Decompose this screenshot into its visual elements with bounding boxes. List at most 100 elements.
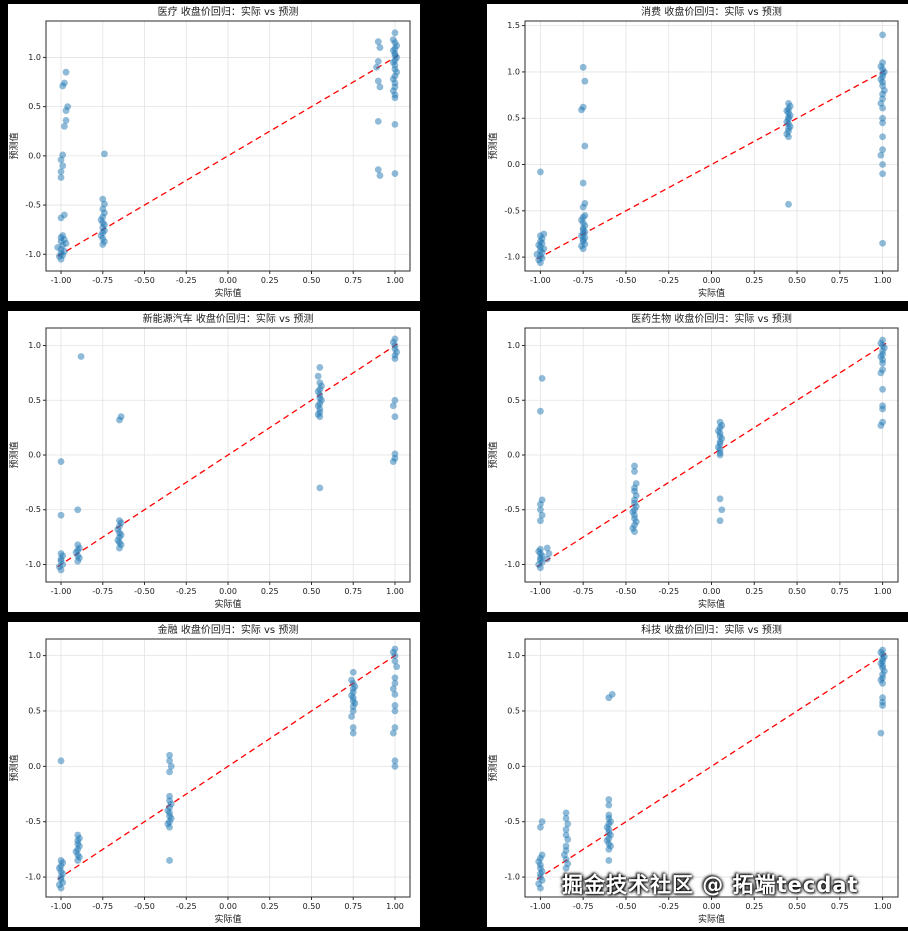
svg-text:1.5: 1.5 [507,21,520,30]
svg-text:医药生物 收盘价回归：实际 vs 预测: 医药生物 收盘价回归：实际 vs 预测 [631,312,792,325]
svg-text:-1.00: -1.00 [530,276,551,285]
scatter-chart-medical: -1.00 -0.75 -0.50 -0.25 0.00 0.25 0.50 0.75 1.00… [8,5,411,299]
svg-text:预测值: 预测值 [8,132,20,159]
svg-text:-1.00: -1.00 [51,902,72,911]
svg-text:0.5: 0.5 [28,396,41,405]
svg-text:-1.00: -1.00 [530,587,551,596]
svg-text:0.50: 0.50 [788,276,806,285]
svg-text:-0.5: -0.5 [25,817,41,826]
svg-text:-1.0: -1.0 [25,250,41,259]
watermark: 掘金技术社区 @ 拓端tecdat [562,873,859,897]
svg-text:0.75: 0.75 [831,902,849,911]
svg-text:医疗 收盘价回归：实际 vs 预测: 医疗 收盘价回归：实际 vs 预测 [158,5,299,18]
svg-text:0.25: 0.25 [261,276,279,285]
svg-text:0.0: 0.0 [507,451,520,460]
svg-text:1.0: 1.0 [28,341,41,350]
svg-text:0.5: 0.5 [28,102,41,111]
svg-text:实际值: 实际值 [698,287,725,299]
svg-text:0.00: 0.00 [703,902,721,911]
svg-text:-0.25: -0.25 [658,587,679,596]
svg-text:0.00: 0.00 [219,902,237,911]
svg-text:0.50: 0.50 [303,902,321,911]
svg-text:1.00: 1.00 [386,587,404,596]
svg-text:0.25: 0.25 [261,587,279,596]
svg-text:0.5: 0.5 [507,706,520,715]
svg-text:1.00: 1.00 [874,276,892,285]
svg-text:-0.50: -0.50 [134,276,155,285]
svg-text:新能源汽车 收盘价回归：实际 vs 预测: 新能源汽车 收盘价回归：实际 vs 预测 [143,312,314,325]
svg-text:0.75: 0.75 [344,276,362,285]
chart-panel-new-energy-vehicle: -1.00 -0.75 -0.50 -0.25 0.00 0.25 0.50 0.75 1.00… [8,311,420,612]
svg-text:-0.50: -0.50 [616,276,637,285]
svg-text:-0.50: -0.50 [134,587,155,596]
svg-text:-0.25: -0.25 [176,276,197,285]
svg-text:0.0: 0.0 [28,762,41,771]
svg-text:-0.50: -0.50 [616,587,637,596]
chart-panel-pharma-biology: -1.00 -0.75 -0.50 -0.25 0.00 0.25 0.50 0.75 1.00… [487,311,908,612]
svg-text:-0.75: -0.75 [573,902,594,911]
svg-text:-0.25: -0.25 [176,587,197,596]
svg-text:-0.25: -0.25 [176,902,197,911]
svg-text:0.00: 0.00 [703,276,721,285]
chart-panel-technology: -1.00 -0.75 -0.50 -0.25 0.00 0.25 0.50 0.75 1.00… [487,622,908,927]
svg-text:0.25: 0.25 [261,902,279,911]
svg-text:预测值: 预测值 [487,441,499,468]
svg-text:-1.0: -1.0 [25,560,41,569]
svg-text:0.25: 0.25 [745,902,763,911]
svg-text:-0.5: -0.5 [25,505,41,514]
svg-text:0.00: 0.00 [219,276,237,285]
svg-text:-0.25: -0.25 [658,276,679,285]
svg-text:0.25: 0.25 [745,276,763,285]
svg-text:0.0: 0.0 [507,762,520,771]
svg-text:0.5: 0.5 [507,114,520,123]
svg-text:-1.0: -1.0 [504,873,520,882]
svg-text:实际值: 实际值 [214,598,241,610]
scatter-chart-pharma-biology: -1.00 -0.75 -0.50 -0.25 0.00 0.25 0.50 0.75 1.00… [487,312,899,610]
svg-text:预测值: 预测值 [8,754,20,781]
svg-text:-1.0: -1.0 [25,873,41,882]
svg-text:-1.00: -1.00 [51,276,72,285]
svg-text:实际值: 实际值 [214,913,241,925]
svg-text:1.0: 1.0 [28,53,41,62]
svg-text:实际值: 实际值 [698,598,725,610]
svg-text:0.25: 0.25 [745,587,763,596]
svg-text:-0.50: -0.50 [134,902,155,911]
svg-text:-0.5: -0.5 [504,817,520,826]
scatter-chart-technology: -1.00 -0.75 -0.50 -0.25 0.00 0.25 0.50 0.75 1.00… [487,623,899,925]
svg-text:预测值: 预测值 [8,441,20,468]
svg-text:-0.25: -0.25 [658,902,679,911]
svg-text:1.00: 1.00 [386,902,404,911]
svg-text:科技 收盘价回归：实际 vs 预测: 科技 收盘价回归：实际 vs 预测 [641,623,782,636]
svg-text:实际值: 实际值 [214,287,241,299]
svg-text:0.50: 0.50 [788,587,806,596]
chart-panel-finance: -1.00 -0.75 -0.50 -0.25 0.00 0.25 0.50 0.75 1.00… [8,622,420,927]
svg-text:-1.0: -1.0 [504,253,520,262]
svg-text:1.0: 1.0 [28,651,41,660]
svg-text:0.50: 0.50 [303,276,321,285]
svg-text:0.00: 0.00 [219,587,237,596]
svg-text:0.50: 0.50 [788,902,806,911]
svg-text:-0.5: -0.5 [25,201,41,210]
svg-text:0.00: 0.00 [703,587,721,596]
svg-text:-0.75: -0.75 [92,902,113,911]
svg-text:1.00: 1.00 [874,587,892,596]
svg-text:-0.75: -0.75 [573,587,594,596]
chart-panel-consumer: -1.00 -0.75 -0.50 -0.25 0.00 0.25 0.50 0.75 1.00… [487,4,908,301]
svg-text:0.5: 0.5 [507,396,520,405]
svg-text:1.00: 1.00 [386,276,404,285]
svg-text:1.00: 1.00 [874,902,892,911]
svg-text:金融 收盘价回归：实际 vs 预测: 金融 收盘价回归：实际 vs 预测 [158,623,299,636]
svg-text:-1.0: -1.0 [504,560,520,569]
scatter-chart-finance: -1.00 -0.75 -0.50 -0.25 0.00 0.25 0.50 0.75 1.00… [8,623,411,925]
svg-text:0.75: 0.75 [831,587,849,596]
svg-text:-1.00: -1.00 [530,902,551,911]
chart-panel-medical: -1.00 -0.75 -0.50 -0.25 0.00 0.25 0.50 0.75 1.00… [8,4,420,301]
svg-text:1.0: 1.0 [507,341,520,350]
svg-text:-0.50: -0.50 [616,902,637,911]
svg-text:1.0: 1.0 [507,67,520,76]
scatter-chart-new-energy-vehicle: -1.00 -0.75 -0.50 -0.25 0.00 0.25 0.50 0.75 1.00… [8,312,411,610]
svg-text:0.0: 0.0 [507,160,520,169]
svg-text:0.0: 0.0 [28,151,41,160]
svg-text:0.0: 0.0 [28,451,41,460]
